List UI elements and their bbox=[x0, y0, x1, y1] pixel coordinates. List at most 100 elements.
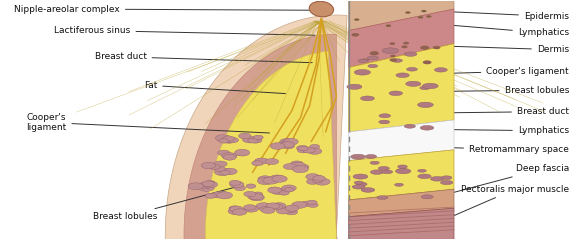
Ellipse shape bbox=[420, 86, 430, 90]
Polygon shape bbox=[348, 44, 454, 132]
Circle shape bbox=[239, 133, 251, 139]
Circle shape bbox=[389, 42, 395, 45]
Circle shape bbox=[259, 207, 270, 211]
Circle shape bbox=[423, 60, 431, 64]
Circle shape bbox=[216, 135, 231, 142]
Ellipse shape bbox=[365, 155, 377, 158]
Ellipse shape bbox=[392, 59, 402, 62]
Circle shape bbox=[271, 188, 285, 194]
Circle shape bbox=[303, 148, 315, 153]
Circle shape bbox=[250, 194, 264, 201]
Polygon shape bbox=[348, 1, 454, 30]
Ellipse shape bbox=[354, 181, 363, 184]
Circle shape bbox=[265, 159, 279, 165]
Ellipse shape bbox=[406, 81, 421, 86]
Circle shape bbox=[285, 209, 298, 215]
Ellipse shape bbox=[379, 114, 390, 118]
Ellipse shape bbox=[398, 165, 407, 168]
Polygon shape bbox=[348, 150, 454, 200]
Ellipse shape bbox=[417, 102, 434, 108]
Circle shape bbox=[227, 138, 239, 143]
Circle shape bbox=[243, 136, 258, 143]
Circle shape bbox=[220, 170, 231, 175]
Circle shape bbox=[279, 190, 289, 195]
Text: Deep fascia: Deep fascia bbox=[446, 164, 569, 194]
Ellipse shape bbox=[396, 73, 409, 78]
Circle shape bbox=[250, 194, 263, 200]
Circle shape bbox=[370, 51, 379, 55]
Circle shape bbox=[214, 166, 225, 171]
Circle shape bbox=[248, 138, 258, 143]
Circle shape bbox=[246, 184, 256, 188]
Circle shape bbox=[386, 24, 391, 27]
Ellipse shape bbox=[382, 170, 393, 174]
Circle shape bbox=[221, 170, 232, 175]
Circle shape bbox=[306, 174, 320, 180]
Circle shape bbox=[222, 137, 236, 143]
Circle shape bbox=[421, 10, 427, 12]
Circle shape bbox=[315, 178, 330, 185]
Circle shape bbox=[223, 154, 236, 160]
Circle shape bbox=[283, 138, 298, 145]
Circle shape bbox=[201, 162, 216, 169]
Circle shape bbox=[209, 164, 220, 169]
Ellipse shape bbox=[421, 195, 433, 199]
Circle shape bbox=[308, 148, 322, 154]
Circle shape bbox=[217, 192, 232, 199]
Ellipse shape bbox=[361, 188, 375, 192]
Ellipse shape bbox=[407, 67, 417, 71]
Ellipse shape bbox=[378, 166, 389, 170]
Circle shape bbox=[250, 138, 262, 143]
Ellipse shape bbox=[361, 59, 369, 62]
Circle shape bbox=[312, 175, 323, 180]
Circle shape bbox=[270, 204, 283, 210]
Circle shape bbox=[199, 184, 214, 191]
Circle shape bbox=[258, 176, 272, 182]
Circle shape bbox=[248, 195, 258, 199]
Text: Epidermis: Epidermis bbox=[446, 12, 569, 21]
Circle shape bbox=[223, 136, 235, 141]
Circle shape bbox=[253, 192, 263, 196]
Circle shape bbox=[244, 191, 256, 197]
Ellipse shape bbox=[358, 59, 367, 63]
Circle shape bbox=[284, 188, 294, 192]
Ellipse shape bbox=[353, 174, 368, 179]
Circle shape bbox=[268, 187, 282, 193]
Circle shape bbox=[230, 181, 244, 188]
Text: Breast lobules: Breast lobules bbox=[93, 185, 243, 221]
Circle shape bbox=[214, 169, 230, 176]
Circle shape bbox=[426, 15, 431, 18]
Circle shape bbox=[198, 182, 213, 188]
Circle shape bbox=[228, 208, 243, 215]
Circle shape bbox=[220, 168, 230, 173]
Ellipse shape bbox=[404, 52, 417, 56]
Circle shape bbox=[254, 135, 263, 140]
Text: Retromammary space: Retromammary space bbox=[446, 145, 569, 154]
Text: Lymphatics: Lymphatics bbox=[446, 25, 569, 37]
Circle shape bbox=[292, 202, 307, 208]
Circle shape bbox=[351, 33, 359, 36]
Ellipse shape bbox=[397, 168, 408, 172]
Ellipse shape bbox=[396, 168, 411, 174]
Circle shape bbox=[255, 158, 269, 164]
Circle shape bbox=[292, 166, 308, 173]
Ellipse shape bbox=[435, 68, 447, 72]
Ellipse shape bbox=[368, 64, 378, 68]
Circle shape bbox=[252, 161, 263, 166]
Circle shape bbox=[263, 177, 279, 184]
Circle shape bbox=[403, 42, 409, 44]
Circle shape bbox=[272, 175, 287, 182]
Circle shape bbox=[290, 161, 303, 167]
Circle shape bbox=[214, 161, 227, 167]
Ellipse shape bbox=[377, 196, 388, 199]
Circle shape bbox=[277, 208, 290, 214]
Ellipse shape bbox=[440, 180, 453, 185]
Circle shape bbox=[401, 45, 408, 48]
Polygon shape bbox=[165, 15, 379, 240]
Circle shape bbox=[418, 16, 423, 18]
Ellipse shape bbox=[382, 48, 398, 54]
Text: Lymphatics: Lymphatics bbox=[446, 126, 569, 135]
Circle shape bbox=[273, 203, 286, 209]
Ellipse shape bbox=[441, 176, 452, 180]
Circle shape bbox=[405, 11, 411, 14]
